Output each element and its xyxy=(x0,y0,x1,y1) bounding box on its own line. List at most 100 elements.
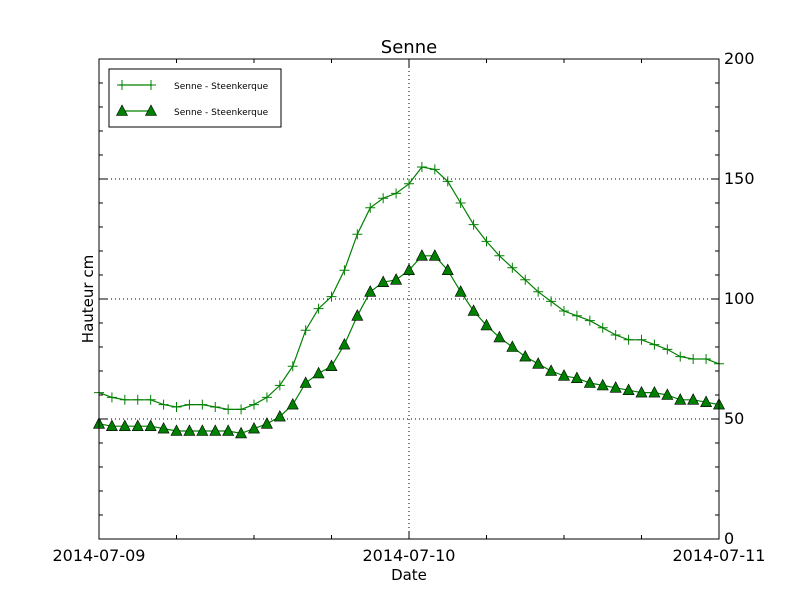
y-tick-label: 100 xyxy=(724,289,755,308)
plus-marker xyxy=(559,306,569,316)
triangle-marker xyxy=(325,359,338,371)
triangle-marker xyxy=(273,409,286,422)
plus-marker xyxy=(223,404,234,415)
y-tick-label: 50 xyxy=(724,409,744,428)
x-tick-label: 2014-07-10 xyxy=(363,546,456,565)
plus-marker xyxy=(688,354,699,364)
plus-marker xyxy=(236,404,247,415)
triangle-marker xyxy=(286,397,299,410)
plus-marker xyxy=(404,178,414,189)
legend-label: Senne - Steenkerque xyxy=(174,108,269,118)
plus-marker xyxy=(636,334,647,345)
triangle-marker xyxy=(441,263,454,275)
triangle-marker xyxy=(493,330,506,343)
triangle-marker xyxy=(105,419,118,431)
plus-marker xyxy=(571,310,582,321)
triangle-marker xyxy=(403,263,415,275)
plus-marker xyxy=(533,286,544,297)
triangle-marker xyxy=(674,393,687,405)
triangle-marker xyxy=(364,285,377,297)
plus-marker xyxy=(701,354,712,364)
triangle-marker xyxy=(377,275,390,287)
plus-marker xyxy=(249,399,259,410)
plus-marker xyxy=(326,291,337,302)
triangle-marker xyxy=(209,424,222,436)
triangle-marker xyxy=(170,424,183,436)
plus-marker xyxy=(378,193,389,204)
triangle-marker xyxy=(145,104,157,116)
y-axis-label: Hauteur cm xyxy=(79,255,97,343)
triangle-marker xyxy=(532,357,545,369)
triangle-marker xyxy=(545,364,558,376)
ticks: 0 50 100 150 200 2014-07-09 2014-07-10 2014-07-… xyxy=(53,49,766,565)
plus-marker xyxy=(520,274,531,285)
grid xyxy=(99,59,719,539)
triangle-marker xyxy=(467,304,480,316)
legend-frame xyxy=(108,68,282,128)
triangle-marker xyxy=(596,378,609,391)
triangle-marker xyxy=(622,383,635,395)
triangle-marker xyxy=(248,421,260,434)
plus-marker xyxy=(300,325,311,336)
plus-marker xyxy=(197,399,208,410)
plus-marker xyxy=(210,402,221,412)
triangle-marker xyxy=(570,371,583,383)
triangle-marker xyxy=(351,309,364,321)
triangle-marker xyxy=(428,249,441,261)
legend-label: Senne - Steenkerque xyxy=(174,82,269,92)
triangle-marker xyxy=(609,381,622,393)
triangle-marker xyxy=(312,366,325,379)
plus-marker xyxy=(365,202,376,213)
plus-marker xyxy=(584,315,595,326)
plus-marker xyxy=(145,394,156,405)
series-line xyxy=(98,255,720,435)
triangle-marker xyxy=(506,340,519,352)
plus-marker xyxy=(623,334,634,345)
plus-marker xyxy=(416,162,427,172)
series-group xyxy=(93,162,725,439)
plus-marker xyxy=(649,339,660,350)
triangle-marker xyxy=(583,376,596,388)
triangle-marker xyxy=(118,419,131,431)
plus-marker xyxy=(662,344,673,355)
legend: Senne - Steenkerque Senne - Steenkerque xyxy=(108,68,282,128)
plus-marker xyxy=(132,394,143,405)
triangle-marker xyxy=(700,395,713,407)
triangle-marker xyxy=(131,419,144,431)
triangle-marker xyxy=(454,285,467,297)
triangle-marker xyxy=(661,388,674,400)
plus-marker xyxy=(158,399,169,410)
plus-marker xyxy=(494,250,505,261)
triangle-marker xyxy=(116,104,128,116)
plus-marker xyxy=(468,219,479,230)
x-axis-label: Date xyxy=(391,566,427,584)
triangle-marker xyxy=(260,417,273,429)
triangle-marker xyxy=(635,385,648,398)
triangle-marker xyxy=(687,393,700,405)
plus-marker xyxy=(481,236,492,247)
triangle-marker xyxy=(235,426,248,439)
triangle-marker xyxy=(480,318,493,331)
series-triangle xyxy=(93,249,725,439)
plus-marker xyxy=(455,198,466,208)
triangle-marker xyxy=(299,376,312,388)
x-tick-label: 2014-07-11 xyxy=(673,546,766,565)
y-tick-label: 200 xyxy=(724,49,755,68)
plus-marker xyxy=(287,361,298,372)
plus-marker xyxy=(597,322,608,333)
plus-marker xyxy=(391,188,402,199)
y-tick-label: 150 xyxy=(724,169,755,188)
triangle-marker xyxy=(157,421,170,434)
plus-marker xyxy=(352,229,363,240)
y-tick-label: 0 xyxy=(724,529,734,548)
plus-marker xyxy=(119,394,130,405)
triangle-marker xyxy=(519,349,532,362)
plus-marker xyxy=(171,402,182,412)
triangle-marker xyxy=(390,273,403,285)
triangle-marker xyxy=(144,419,157,431)
plus-marker xyxy=(146,80,156,90)
plus-marker xyxy=(429,164,440,175)
plus-marker xyxy=(546,296,557,307)
triangle-marker xyxy=(648,385,661,398)
